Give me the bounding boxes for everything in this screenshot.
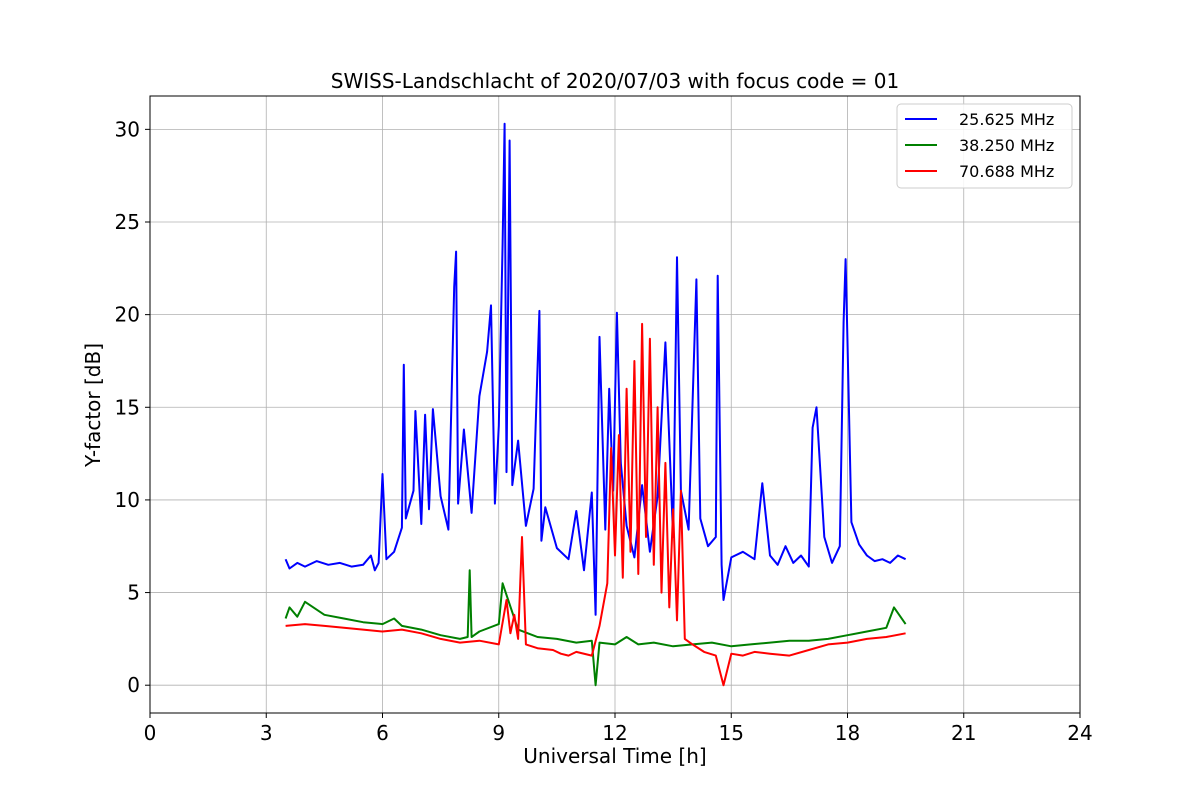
x-tick-label: 6 (376, 721, 389, 745)
legend-label: 25.625 MHz (959, 110, 1054, 129)
y-tick-label: 10 (115, 488, 140, 512)
series-line-1 (284, 122, 907, 616)
x-tick-label: 15 (719, 721, 744, 745)
legend-label: 38.250 MHz (959, 136, 1054, 155)
y-tick-label: 5 (127, 581, 140, 605)
series-line-3 (285, 322, 906, 687)
y-tick-label: 25 (115, 210, 140, 234)
x-axis-title: Universal Time [h] (523, 744, 706, 768)
y-tick-label: 0 (127, 673, 140, 697)
x-tick-label: 24 (1067, 721, 1092, 745)
chart-title: SWISS-Landschlacht of 2020/07/03 with fo… (331, 69, 899, 93)
y-tick-label: 20 (115, 303, 140, 327)
y-tick-label: 30 (115, 117, 140, 141)
series-line-2 (284, 569, 907, 687)
x-tick-label: 9 (492, 721, 505, 745)
y-axis-title: Y-factor [dB] (81, 343, 105, 468)
x-tick-label: 21 (951, 721, 976, 745)
x-tick-label: 12 (602, 721, 627, 745)
legend-label: 70.688 MHz (959, 162, 1054, 181)
x-tick-label: 18 (835, 721, 860, 745)
series-group (284, 122, 907, 687)
x-tick-label: 3 (260, 721, 273, 745)
legend-box (896, 103, 1073, 189)
y-axis-ticks: 0 5 10 15 20 25 30 (115, 117, 150, 697)
y-tick-label: 15 (115, 395, 140, 419)
x-tick-label: 0 (144, 721, 157, 745)
x-axis-ticks: 0 3 6 9 12 15 18 21 24 (144, 713, 1093, 745)
legend: 25.625 MHz 38.250 MHz 70.688 MHz (896, 103, 1073, 189)
